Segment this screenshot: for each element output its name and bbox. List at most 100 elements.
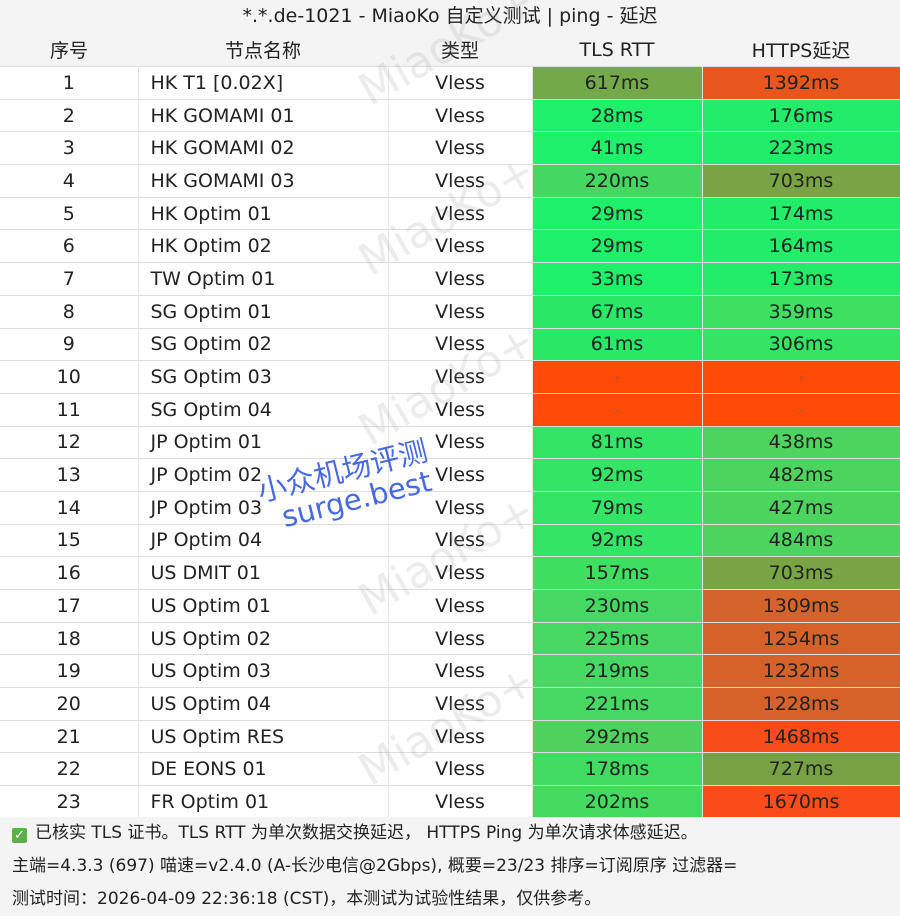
https-cell: 1670ms	[702, 785, 900, 818]
name-cell: JP Optim 04	[138, 523, 389, 557]
type-cell: Vless	[388, 523, 533, 557]
type-cell: Vless	[388, 392, 533, 427]
index-cell: 13	[0, 458, 139, 492]
table-row: 22 DE EONS 01 Vless 178ms 727ms	[0, 752, 900, 786]
index-cell: 6	[0, 229, 139, 263]
tls-cell: 92ms	[532, 523, 703, 557]
name-cell: US Optim 02	[138, 621, 389, 655]
tls-cell: 33ms	[532, 262, 703, 296]
index-cell: 10	[0, 360, 139, 394]
tls-cell: -	[532, 360, 703, 394]
name-cell: HK GOMAMI 02	[138, 131, 389, 165]
tls-cell: 221ms	[532, 687, 703, 721]
https-cell: 438ms	[702, 425, 900, 459]
table-row: 15 JP Optim 04 Vless 92ms 484ms	[0, 523, 900, 557]
table-row: 14 JP Optim 03 Vless 79ms 427ms	[0, 490, 900, 525]
index-cell: 11	[0, 392, 139, 427]
type-cell: Vless	[388, 425, 533, 459]
https-cell: -	[702, 392, 900, 427]
https-cell: -	[702, 360, 900, 394]
name-cell: US Optim 01	[138, 589, 389, 623]
tls-cell: 219ms	[532, 654, 703, 688]
name-cell: JP Optim 02	[138, 458, 389, 492]
name-cell: JP Optim 03	[138, 490, 389, 525]
name-cell: HK GOMAMI 01	[138, 98, 389, 132]
header-cell: HTTPS延迟	[702, 33, 900, 67]
name-cell: US Optim 04	[138, 687, 389, 721]
https-cell: 1392ms	[702, 66, 900, 100]
https-cell: 727ms	[702, 752, 900, 786]
footer-line: ✓ 已核实 TLS 证书。TLS RTT 为单次数据交换延迟， HTTPS Pin…	[12, 817, 698, 850]
https-cell: 223ms	[702, 131, 900, 165]
tls-cell: 79ms	[532, 490, 703, 525]
title: *.*.de-1021 - MiaoKo 自定义测试 | ping - 延迟	[0, 0, 900, 33]
https-cell: 173ms	[702, 262, 900, 296]
table-row: 2 HK GOMAMI 01 Vless 28ms 176ms	[0, 98, 900, 132]
table-row: 3 HK GOMAMI 02 Vless 41ms 223ms	[0, 131, 900, 165]
table-row: 11 SG Optim 04 Vless - -	[0, 392, 900, 427]
table-row: 23 FR Optim 01 Vless 202ms 1670ms	[0, 785, 900, 818]
name-cell: TW Optim 01	[138, 262, 389, 296]
type-cell: Vless	[388, 229, 533, 263]
https-cell: 703ms	[702, 164, 900, 198]
tls-cell: 29ms	[532, 196, 703, 230]
https-cell: 484ms	[702, 523, 900, 557]
index-cell: 9	[0, 327, 139, 361]
name-cell: US Optim RES	[138, 719, 389, 753]
name-cell: HK Optim 01	[138, 196, 389, 230]
tls-cell: 92ms	[532, 458, 703, 492]
tls-cell: 617ms	[532, 66, 703, 100]
tls-cell: 225ms	[532, 621, 703, 655]
type-cell: Vless	[388, 98, 533, 132]
type-cell: Vless	[388, 164, 533, 198]
index-cell: 3	[0, 131, 139, 165]
type-cell: Vless	[388, 621, 533, 655]
index-cell: 17	[0, 589, 139, 623]
index-cell: 7	[0, 262, 139, 296]
type-cell: Vless	[388, 654, 533, 688]
index-cell: 2	[0, 98, 139, 132]
index-cell: 8	[0, 294, 139, 328]
index-cell: 12	[0, 425, 139, 459]
type-cell: Vless	[388, 687, 533, 721]
type-cell: Vless	[388, 589, 533, 623]
tls-cell: 67ms	[532, 294, 703, 328]
https-cell: 164ms	[702, 229, 900, 263]
tls-cell: 61ms	[532, 327, 703, 361]
type-cell: Vless	[388, 262, 533, 296]
index-cell: 16	[0, 556, 139, 590]
type-cell: Vless	[388, 360, 533, 394]
name-cell: SG Optim 04	[138, 392, 389, 427]
tls-cell: 202ms	[532, 785, 703, 818]
type-cell: Vless	[388, 294, 533, 328]
https-cell: 1309ms	[702, 589, 900, 623]
type-cell: Vless	[388, 66, 533, 100]
index-cell: 14	[0, 490, 139, 525]
table-row: 1 HK T1 [0.02X] Vless 617ms 1392ms	[0, 66, 900, 100]
header-cell: 类型	[388, 33, 532, 67]
index-cell: 21	[0, 719, 139, 753]
name-cell: HK T1 [0.02X]	[138, 66, 389, 100]
table-row: 7 TW Optim 01 Vless 33ms 173ms	[0, 262, 900, 296]
https-cell: 359ms	[702, 294, 900, 328]
type-cell: Vless	[388, 752, 533, 786]
type-cell: Vless	[388, 785, 533, 818]
tls-cell: 230ms	[532, 589, 703, 623]
https-cell: 1468ms	[702, 719, 900, 753]
type-cell: Vless	[388, 131, 533, 165]
index-cell: 22	[0, 752, 139, 786]
https-cell: 1228ms	[702, 687, 900, 721]
name-cell: SG Optim 03	[138, 360, 389, 394]
index-cell: 18	[0, 621, 139, 655]
index-cell: 23	[0, 785, 139, 818]
tls-cell: 29ms	[532, 229, 703, 263]
https-cell: 1254ms	[702, 621, 900, 655]
https-cell: 703ms	[702, 556, 900, 590]
footer-line: 主端=4.3.3 (697) 喵速=v2.4.0 (A-长沙电信@2Gbps),…	[12, 856, 738, 876]
type-cell: Vless	[388, 196, 533, 230]
name-cell: FR Optim 01	[138, 785, 389, 818]
index-cell: 4	[0, 164, 139, 198]
table-row: 6 HK Optim 02 Vless 29ms 164ms	[0, 229, 900, 263]
table-row: 12 JP Optim 01 Vless 81ms 438ms	[0, 425, 900, 459]
